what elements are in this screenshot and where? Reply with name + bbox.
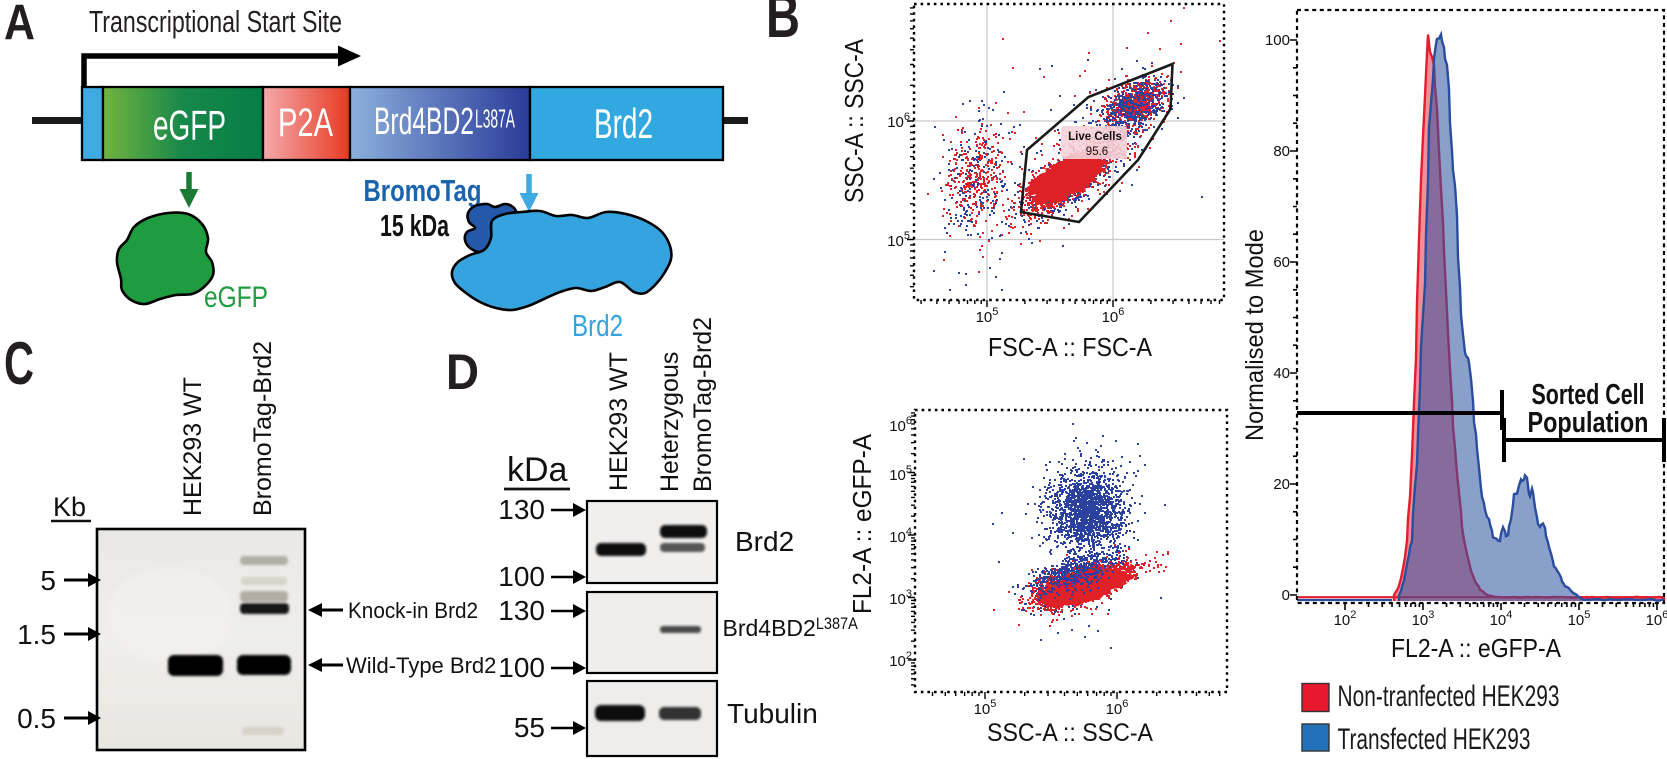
svg-text:BromoTag-Brd2: BromoTag-Brd2 bbox=[249, 341, 277, 516]
svg-text:A: A bbox=[4, 0, 35, 51]
svg-text:Non-tranfected HEK293: Non-tranfected HEK293 bbox=[1338, 680, 1560, 713]
svg-text:130: 130 bbox=[498, 494, 545, 525]
svg-text:Heterzygous: Heterzygous bbox=[656, 352, 684, 492]
svg-text:Kb: Kb bbox=[53, 492, 86, 522]
svg-text:15 kDa: 15 kDa bbox=[380, 208, 450, 243]
svg-text:80: 80 bbox=[1273, 143, 1290, 160]
svg-text:Normalised to Mode: Normalised to Mode bbox=[1241, 229, 1269, 441]
svg-text:B: B bbox=[766, 0, 800, 51]
svg-text:Population: Population bbox=[1528, 407, 1649, 439]
svg-text:100: 100 bbox=[498, 652, 545, 683]
svg-text:BromoTag: BromoTag bbox=[364, 173, 482, 208]
svg-text:Tubulin: Tubulin bbox=[727, 698, 818, 729]
svg-text:Wild-Type Brd2: Wild-Type Brd2 bbox=[346, 653, 496, 678]
svg-text:SSC-A :: SSC-A: SSC-A :: SSC-A bbox=[839, 38, 869, 203]
svg-text:Brd2: Brd2 bbox=[735, 526, 794, 557]
svg-text:eGFP: eGFP bbox=[153, 102, 226, 149]
svg-text:40: 40 bbox=[1273, 365, 1290, 382]
svg-text:Sorted Cell: Sorted Cell bbox=[1532, 379, 1645, 411]
svg-text:0.5: 0.5 bbox=[17, 703, 56, 734]
svg-text:FSC-A :: FSC-A: FSC-A :: FSC-A bbox=[988, 332, 1153, 362]
svg-text:Brd2: Brd2 bbox=[572, 308, 623, 343]
svg-text:Live Cells: Live Cells bbox=[1068, 131, 1122, 143]
svg-text:Brd4BD2: Brd4BD2 bbox=[374, 101, 474, 143]
svg-text:130: 130 bbox=[498, 595, 545, 626]
svg-text:Transfected HEK293: Transfected HEK293 bbox=[1338, 723, 1531, 756]
svg-text:20: 20 bbox=[1273, 476, 1290, 493]
svg-text:55: 55 bbox=[514, 712, 545, 743]
svg-text:SSC-A :: SSC-A: SSC-A :: SSC-A bbox=[987, 719, 1153, 747]
svg-text:60: 60 bbox=[1273, 254, 1290, 271]
svg-text:C: C bbox=[4, 330, 34, 397]
svg-text:FL2-A :: eGFP-A: FL2-A :: eGFP-A bbox=[1391, 633, 1562, 663]
svg-text:5: 5 bbox=[40, 565, 56, 596]
svg-text:Brd2: Brd2 bbox=[594, 100, 653, 147]
svg-text:0: 0 bbox=[1282, 587, 1290, 604]
svg-text:HEK293 WT: HEK293 WT bbox=[179, 377, 207, 516]
svg-text:100: 100 bbox=[498, 561, 545, 592]
svg-text:BromoTag-Brd2: BromoTag-Brd2 bbox=[689, 317, 717, 492]
svg-text:Transcriptional Start Site: Transcriptional Start Site bbox=[89, 4, 342, 39]
svg-text:HEK293 WT: HEK293 WT bbox=[605, 352, 633, 491]
svg-text:95.6: 95.6 bbox=[1086, 146, 1108, 158]
svg-text:Knock-in Brd2: Knock-in Brd2 bbox=[348, 598, 478, 623]
svg-text:D: D bbox=[446, 344, 479, 400]
svg-text:eGFP: eGFP bbox=[204, 281, 268, 314]
svg-text:Brd4BD2L387A: Brd4BD2L387A bbox=[723, 614, 859, 641]
svg-text:kDa: kDa bbox=[507, 451, 568, 489]
svg-text:100: 100 bbox=[1265, 32, 1290, 49]
svg-text:106: 106 bbox=[1646, 609, 1667, 629]
svg-text:1.5: 1.5 bbox=[17, 619, 56, 650]
svg-text:FL2-A :: eGFP-A: FL2-A :: eGFP-A bbox=[847, 433, 877, 614]
svg-text:L387A: L387A bbox=[475, 104, 515, 134]
svg-text:P2A: P2A bbox=[278, 101, 333, 145]
